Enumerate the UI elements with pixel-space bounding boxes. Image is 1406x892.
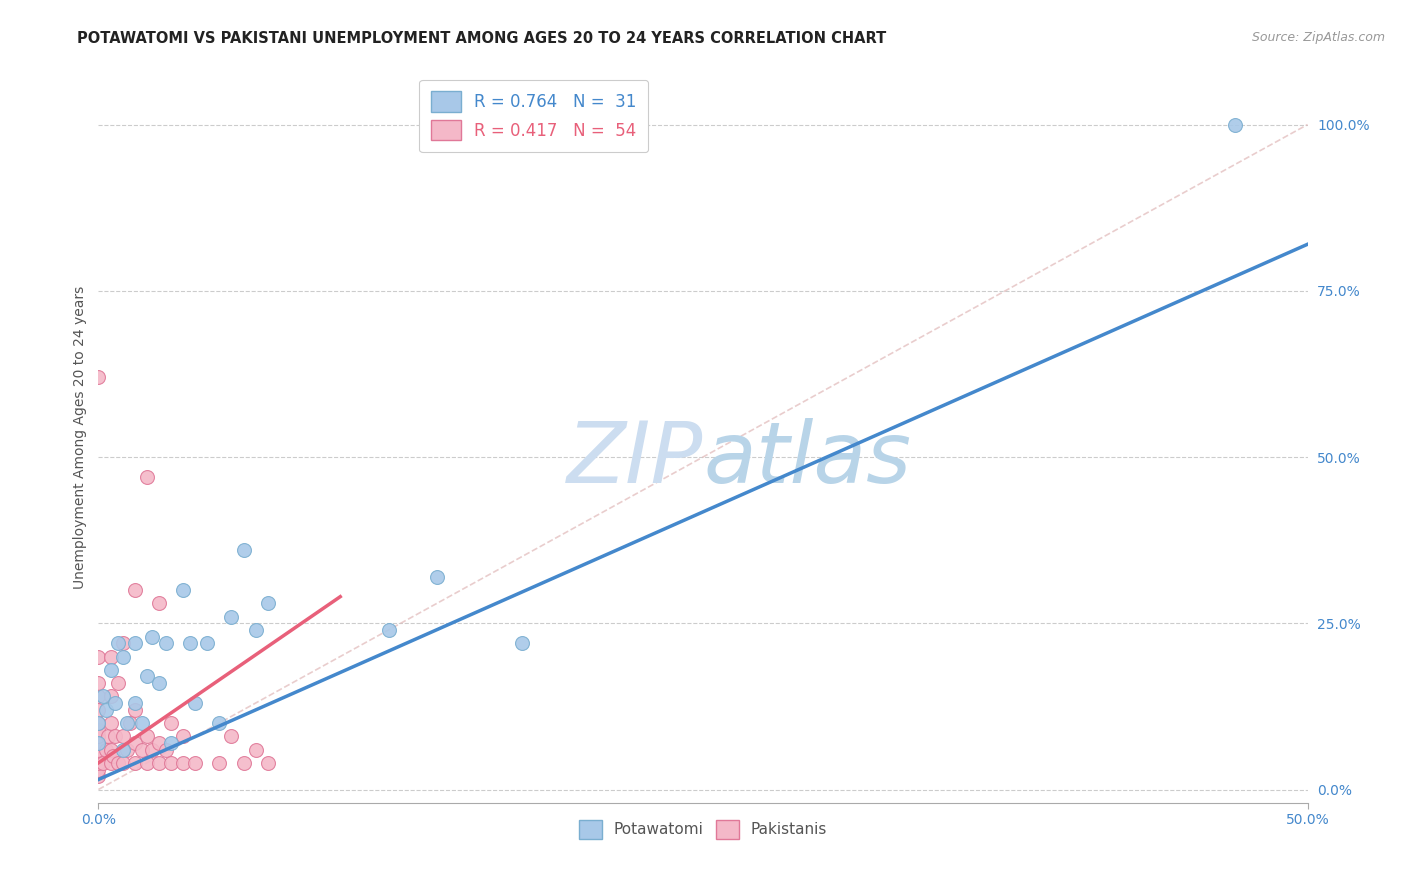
Point <box>172 756 194 770</box>
Point <box>87 723 110 737</box>
Point <box>148 736 170 750</box>
Point <box>111 756 134 770</box>
Point <box>87 736 110 750</box>
Point <box>184 696 207 710</box>
Point <box>124 696 146 710</box>
Point <box>135 756 157 770</box>
Point <box>256 756 278 770</box>
Point <box>221 729 243 743</box>
Point <box>87 749 110 764</box>
Point <box>148 596 170 610</box>
Point <box>97 729 120 743</box>
Point <box>87 676 110 690</box>
Point <box>510 636 533 650</box>
Point <box>148 756 170 770</box>
Point <box>426 570 449 584</box>
Point <box>87 716 110 731</box>
Point <box>124 736 146 750</box>
Point <box>100 716 122 731</box>
Point <box>100 649 122 664</box>
Point <box>160 736 183 750</box>
Point <box>232 756 254 770</box>
Point <box>377 623 399 637</box>
Legend: Potawatomi, Pakistanis: Potawatomi, Pakistanis <box>571 813 835 847</box>
Point <box>135 669 157 683</box>
Point <box>155 742 177 756</box>
Point <box>104 696 127 710</box>
Point <box>221 609 243 624</box>
Point <box>87 763 110 777</box>
Point <box>111 742 134 756</box>
Point <box>124 636 146 650</box>
Point <box>208 716 231 731</box>
Point <box>87 370 110 384</box>
Point <box>87 716 110 731</box>
Point <box>111 729 134 743</box>
Point <box>118 716 141 731</box>
Point <box>100 690 122 704</box>
Y-axis label: Unemployment Among Ages 20 to 24 years: Unemployment Among Ages 20 to 24 years <box>73 285 87 589</box>
Point <box>131 742 153 756</box>
Point <box>160 756 183 770</box>
Point <box>179 636 201 650</box>
Point <box>94 742 117 756</box>
Point <box>107 756 129 770</box>
Text: Source: ZipAtlas.com: Source: ZipAtlas.com <box>1251 31 1385 45</box>
Point <box>91 690 114 704</box>
Point <box>87 703 110 717</box>
Point <box>101 749 124 764</box>
Text: atlas: atlas <box>703 417 911 500</box>
Point <box>141 742 163 756</box>
Point <box>100 742 122 756</box>
Point <box>87 742 110 756</box>
Point <box>184 756 207 770</box>
Point <box>111 636 134 650</box>
Point <box>232 543 254 558</box>
Point <box>124 582 146 597</box>
Point <box>135 729 157 743</box>
Point <box>131 716 153 731</box>
Point <box>117 716 139 731</box>
Point <box>87 649 110 664</box>
Point <box>87 736 110 750</box>
Point <box>87 729 110 743</box>
Point <box>87 756 110 770</box>
Point <box>141 630 163 644</box>
Point <box>245 623 267 637</box>
Point <box>107 636 129 650</box>
Point <box>100 756 122 770</box>
Point <box>172 729 194 743</box>
Text: POTAWATOMI VS PAKISTANI UNEMPLOYMENT AMONG AGES 20 TO 24 YEARS CORRELATION CHART: POTAWATOMI VS PAKISTANI UNEMPLOYMENT AMO… <box>77 31 887 46</box>
Point <box>155 636 177 650</box>
Point <box>124 756 146 770</box>
Point <box>124 703 146 717</box>
Point <box>104 729 127 743</box>
Point <box>87 690 110 704</box>
Point <box>100 663 122 677</box>
Point <box>94 703 117 717</box>
Point <box>208 756 231 770</box>
Point <box>245 742 267 756</box>
Point <box>256 596 278 610</box>
Point <box>148 676 170 690</box>
Point <box>107 676 129 690</box>
Text: ZIP: ZIP <box>567 417 703 500</box>
Point <box>172 582 194 597</box>
Point <box>91 756 114 770</box>
Point <box>87 769 110 783</box>
Point <box>135 470 157 484</box>
Point <box>1223 118 1246 132</box>
Point <box>195 636 218 650</box>
Point <box>160 716 183 731</box>
Point <box>117 742 139 756</box>
Point <box>111 649 134 664</box>
